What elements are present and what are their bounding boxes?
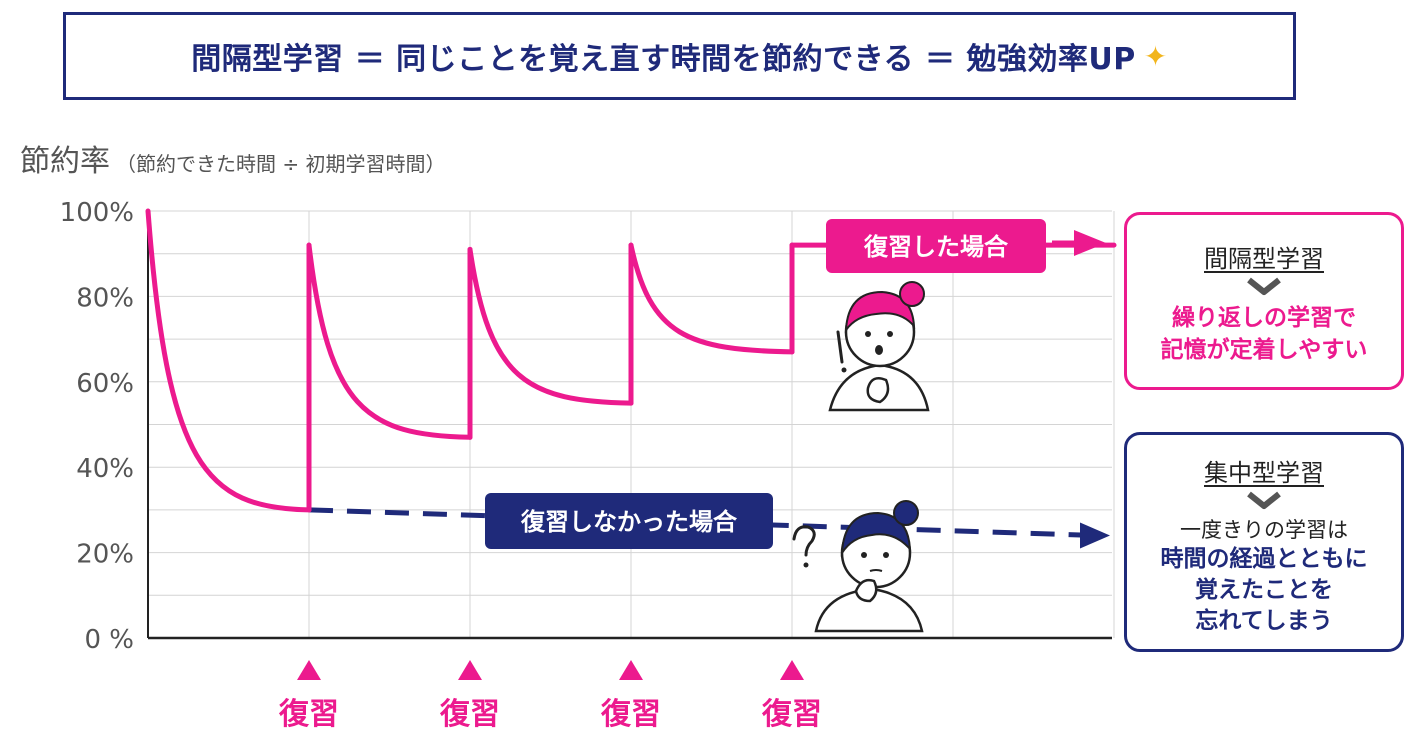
y-tick-label: 20% xyxy=(76,540,134,570)
callout-reviewed-arrow-icon xyxy=(1074,230,1106,256)
massed-learning-line1: 時間の経過とともに xyxy=(1160,546,1368,572)
y-tick-label: 40% xyxy=(76,454,134,484)
massed-learning-box: 集中型学習 一度きりの学習は 時間の経過とともに 覚えたことを 忘れてしまう xyxy=(1124,432,1404,652)
review-marker-triangle-icon xyxy=(297,660,321,680)
callout-not-reviewed-bg xyxy=(485,493,773,549)
spaced-learning-box: 間隔型学習 繰り返しの学習で 記憶が定着しやすい xyxy=(1124,212,1404,390)
massed-learning-title: 集中型学習 xyxy=(1204,459,1324,487)
y-tick-label: 80% xyxy=(76,283,134,313)
y-tick-label: 60% xyxy=(76,369,134,399)
headline-banner: 間隔型学習 ＝ 同じことを覚え直す時間を節約できる ＝ 勉強効率UP ✦ xyxy=(63,12,1296,100)
reviewed-curve-segment xyxy=(306,242,473,440)
y-tick-label: 0 % xyxy=(84,625,134,655)
reviewed-curve-segment xyxy=(628,242,795,355)
callout-reviewed: 復習した場合 xyxy=(826,219,1106,273)
thinking-girl-icon xyxy=(792,500,924,633)
y-tick-label: 100% xyxy=(60,198,134,228)
y-tick-labels: 100% 80% 60% 40% 20% 0 % xyxy=(60,198,134,655)
spaced-learning-title: 間隔型学習 xyxy=(1204,245,1324,273)
review-marker-triangle-icon xyxy=(619,660,643,680)
not-reviewed-arrow-icon xyxy=(1080,522,1110,549)
massed-learning-line3: 忘れてしまう xyxy=(1195,608,1333,634)
reviewed-curve-segment xyxy=(467,246,634,406)
chevron-down-icon xyxy=(1247,277,1281,295)
review-marker-triangle-icon xyxy=(458,660,482,680)
chevron-down-icon xyxy=(1247,491,1281,509)
reviewed-curve-segment xyxy=(145,208,312,513)
review-marker-label: 復習 xyxy=(761,697,822,732)
review-marker-label: 復習 xyxy=(278,697,339,732)
surprised-girl-icon xyxy=(828,281,930,412)
review-marker-label: 復習 xyxy=(600,697,661,732)
spaced-learning-line1: 繰り返しの学習で xyxy=(1172,305,1356,331)
spaced-learning-line2: 記憶が定着しやすい xyxy=(1160,337,1368,363)
review-marker-triangle-icon xyxy=(780,660,804,680)
headline-text: 間隔型学習 ＝ 同じことを覚え直す時間を節約できる ＝ 勉強効率UP xyxy=(191,42,1136,77)
y-axis-title: 節約率 （節約できた時間 ÷ 初期学習時間） xyxy=(20,136,445,180)
callout-not-reviewed-label: 復習しなかった場合 xyxy=(520,508,738,536)
y-axis-title-sub: （節約できた時間 ÷ 初期学習時間） xyxy=(116,152,446,176)
callout-reviewed-label: 復習した場合 xyxy=(863,233,1009,261)
review-markers: 復習 復習 復習 復習 xyxy=(278,660,822,732)
callout-reviewed-bg xyxy=(826,219,1046,273)
massed-learning-intro: 一度きりの学習は xyxy=(1180,518,1348,542)
callout-not-reviewed: 復習しなかった場合 xyxy=(485,493,773,549)
massed-learning-line2: 覚えたことを xyxy=(1195,577,1333,603)
review-marker-label: 復習 xyxy=(439,697,500,732)
sparkles-icon: ✦ xyxy=(1143,39,1168,73)
y-axis-title-main: 節約率 xyxy=(20,144,110,179)
